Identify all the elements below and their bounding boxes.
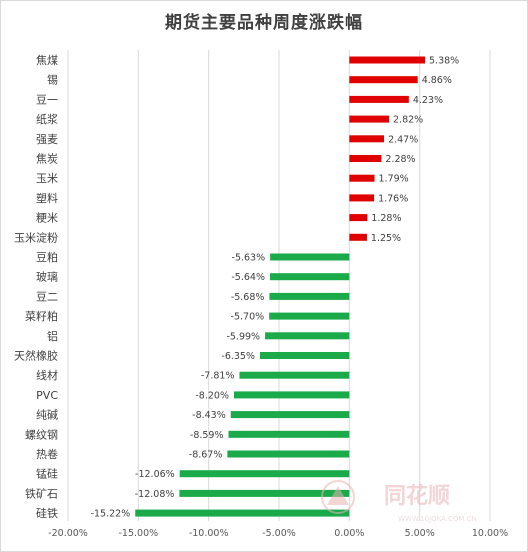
bar — [349, 115, 390, 123]
data-label: -15.22% — [91, 509, 131, 520]
data-label: -5.64% — [231, 272, 265, 283]
data-label: -8.67% — [189, 450, 223, 461]
x-tick-label: 0.00% — [334, 528, 364, 539]
bar — [349, 174, 375, 182]
data-label: 2.82% — [393, 115, 423, 126]
category-label: 菜籽粕 — [25, 309, 58, 323]
bar — [349, 233, 367, 241]
category-label: 螺纹钢 — [25, 427, 58, 441]
category-label: 玉米 — [36, 172, 58, 185]
data-label: 4.23% — [413, 95, 443, 106]
bar — [269, 312, 350, 320]
category-label: 锰硅 — [36, 467, 58, 481]
bar — [179, 470, 350, 478]
bar — [228, 430, 350, 438]
category-label: 天然橡胶 — [14, 349, 58, 363]
watermark-logo: 同花顺 WWW.10JQKA.COM.CN — [321, 480, 477, 523]
bar — [349, 56, 426, 64]
watermark-url: WWW.10JQKA.COM.CN — [398, 515, 477, 523]
data-label: -5.68% — [231, 292, 265, 303]
data-label: -12.06% — [135, 469, 175, 480]
bar — [135, 509, 350, 517]
category-label: PVC — [36, 389, 58, 402]
x-tick-label: -20.00% — [48, 528, 88, 539]
category-label: 玻璃 — [36, 270, 58, 284]
data-label: 1.79% — [379, 174, 409, 185]
data-label: 4.86% — [422, 75, 452, 86]
bars — [135, 56, 426, 517]
category-label: 锡 — [47, 73, 58, 87]
x-tick-label: -10.00% — [189, 528, 229, 539]
chart-title: 期货主要品种周度涨跌幅 — [165, 13, 363, 33]
bar — [269, 292, 350, 300]
x-tick-label: 5.00% — [405, 528, 435, 539]
bar — [227, 450, 350, 458]
x-tick-label: 10.00% — [472, 528, 508, 539]
bar — [349, 95, 409, 103]
category-label: 铝 — [47, 329, 58, 343]
data-label: -8.59% — [190, 430, 224, 441]
bar — [270, 253, 350, 261]
category-label: 焦炭 — [36, 153, 58, 166]
value-labels: 5.38% 4.86% 4.23% 2.82% 2.47% 2.28% 1.79% 1.76%… — [91, 56, 460, 520]
bar — [349, 155, 382, 162]
category-label: 粳米 — [36, 211, 58, 225]
category-label: 玉米淀粉 — [14, 230, 58, 244]
category-label: 豆一 — [36, 93, 58, 106]
category-label: 豆二 — [36, 290, 58, 303]
category-label: 豆粕 — [36, 250, 58, 264]
bar — [349, 194, 375, 202]
bar — [230, 411, 350, 419]
category-label: 焦煤 — [36, 54, 58, 67]
grid-lines — [67, 50, 491, 521]
data-label: 1.25% — [371, 233, 401, 244]
category-label: 纯碱 — [36, 409, 58, 422]
watermark-brand: 同花顺 — [384, 483, 450, 509]
x-tick-label: -15.00% — [119, 528, 159, 539]
data-label: -12.08% — [135, 489, 175, 500]
data-label: 5.38% — [429, 56, 459, 67]
data-label: -8.43% — [192, 410, 226, 421]
category-label: 硅铁 — [36, 507, 58, 520]
data-label: 1.28% — [371, 213, 401, 224]
bar — [349, 214, 368, 222]
bar — [269, 273, 350, 281]
bar — [233, 391, 350, 399]
data-label: 1.76% — [378, 193, 408, 204]
data-label: 2.47% — [388, 134, 418, 145]
category-label: 强麦 — [36, 133, 58, 146]
data-label: -5.63% — [232, 253, 266, 264]
x-tick-label: -5.00% — [262, 528, 296, 539]
category-label: 塑料 — [36, 191, 58, 205]
bar — [179, 489, 350, 497]
bar — [239, 371, 350, 379]
bar — [260, 352, 350, 359]
data-label: -5.99% — [226, 331, 260, 342]
category-label: 线材 — [36, 368, 58, 382]
data-label: -6.35% — [221, 351, 255, 362]
x-axis-ticks: -20.00% -15.00% -10.00% -5.00% 0.00% 5.00% 10.… — [48, 528, 508, 539]
data-label: -7.81% — [201, 371, 235, 382]
category-label: 纸浆 — [36, 112, 58, 126]
data-label: 2.28% — [385, 154, 415, 165]
category-label: 热卷 — [36, 447, 58, 461]
data-label: -8.20% — [195, 390, 229, 401]
bar — [349, 76, 418, 84]
category-label: 铁矿石 — [25, 487, 58, 500]
data-label: -5.70% — [231, 312, 265, 323]
bar — [349, 135, 385, 143]
bar — [265, 332, 350, 340]
